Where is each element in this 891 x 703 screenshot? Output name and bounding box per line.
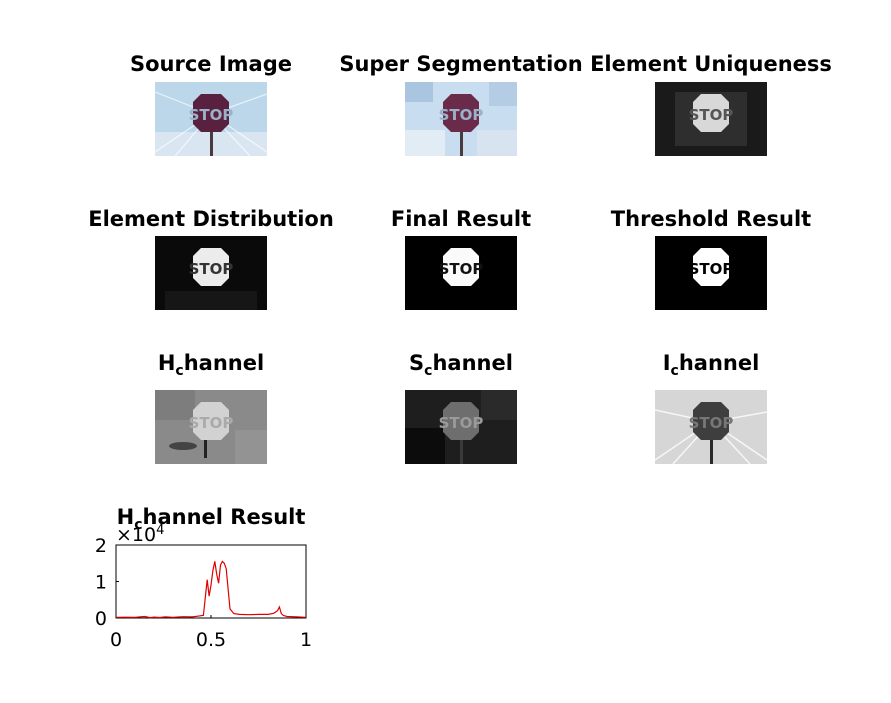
panel-title-source-image: Source Image bbox=[129, 52, 293, 76]
y-tick-label: 1 bbox=[95, 572, 107, 594]
sign-text: STOP bbox=[689, 414, 734, 432]
sign-text: STOP bbox=[189, 106, 234, 124]
x-tick-label: 1 bbox=[300, 629, 312, 651]
y-tick-label: 2 bbox=[95, 535, 107, 557]
sign-text: STOP bbox=[439, 260, 484, 278]
panel-title-threshold-result: Threshold Result bbox=[610, 207, 812, 231]
source-image-panel: STOP bbox=[155, 82, 267, 156]
i-channel-panel: STOP bbox=[655, 390, 767, 464]
y-tick-label: 0 bbox=[95, 608, 107, 630]
threshold-result-panel: STOP bbox=[655, 236, 767, 310]
s-channel-panel: STOP bbox=[405, 390, 517, 464]
panel-title-element-distribution: Element Distribution bbox=[88, 207, 334, 231]
panel-title-final-result: Final Result bbox=[390, 207, 532, 231]
super-segmentation-panel: STOP bbox=[405, 82, 517, 156]
sign-text: STOP bbox=[189, 260, 234, 278]
panel-title-element-uniqueness: Element Uniqueness bbox=[590, 52, 832, 76]
element-distribution-panel: STOP bbox=[155, 236, 267, 310]
histogram-title: Hchannel Result bbox=[116, 505, 306, 533]
x-tick-label: 0.5 bbox=[196, 629, 226, 651]
final-result-panel: STOP bbox=[405, 236, 517, 310]
sign-text: STOP bbox=[689, 106, 734, 124]
panel-title-super-segmentation: Super Segmentation bbox=[339, 52, 583, 76]
panel-title-h-channel: Hchannel bbox=[157, 351, 265, 379]
element-uniqueness-panel: STOP bbox=[655, 82, 767, 156]
panel-title-s-channel: Schannel bbox=[409, 351, 513, 379]
x-tick-label: 0 bbox=[110, 629, 122, 651]
histogram-axes-box bbox=[115, 544, 307, 619]
sign-text: STOP bbox=[439, 106, 484, 124]
h-channel-panel: STOP bbox=[155, 390, 267, 464]
sign-text: STOP bbox=[189, 414, 234, 432]
sign-text: STOP bbox=[439, 414, 484, 432]
histogram-series-line bbox=[115, 560, 307, 619]
sign-text: STOP bbox=[689, 260, 734, 278]
panel-title-i-channel: Ichannel bbox=[662, 351, 760, 379]
